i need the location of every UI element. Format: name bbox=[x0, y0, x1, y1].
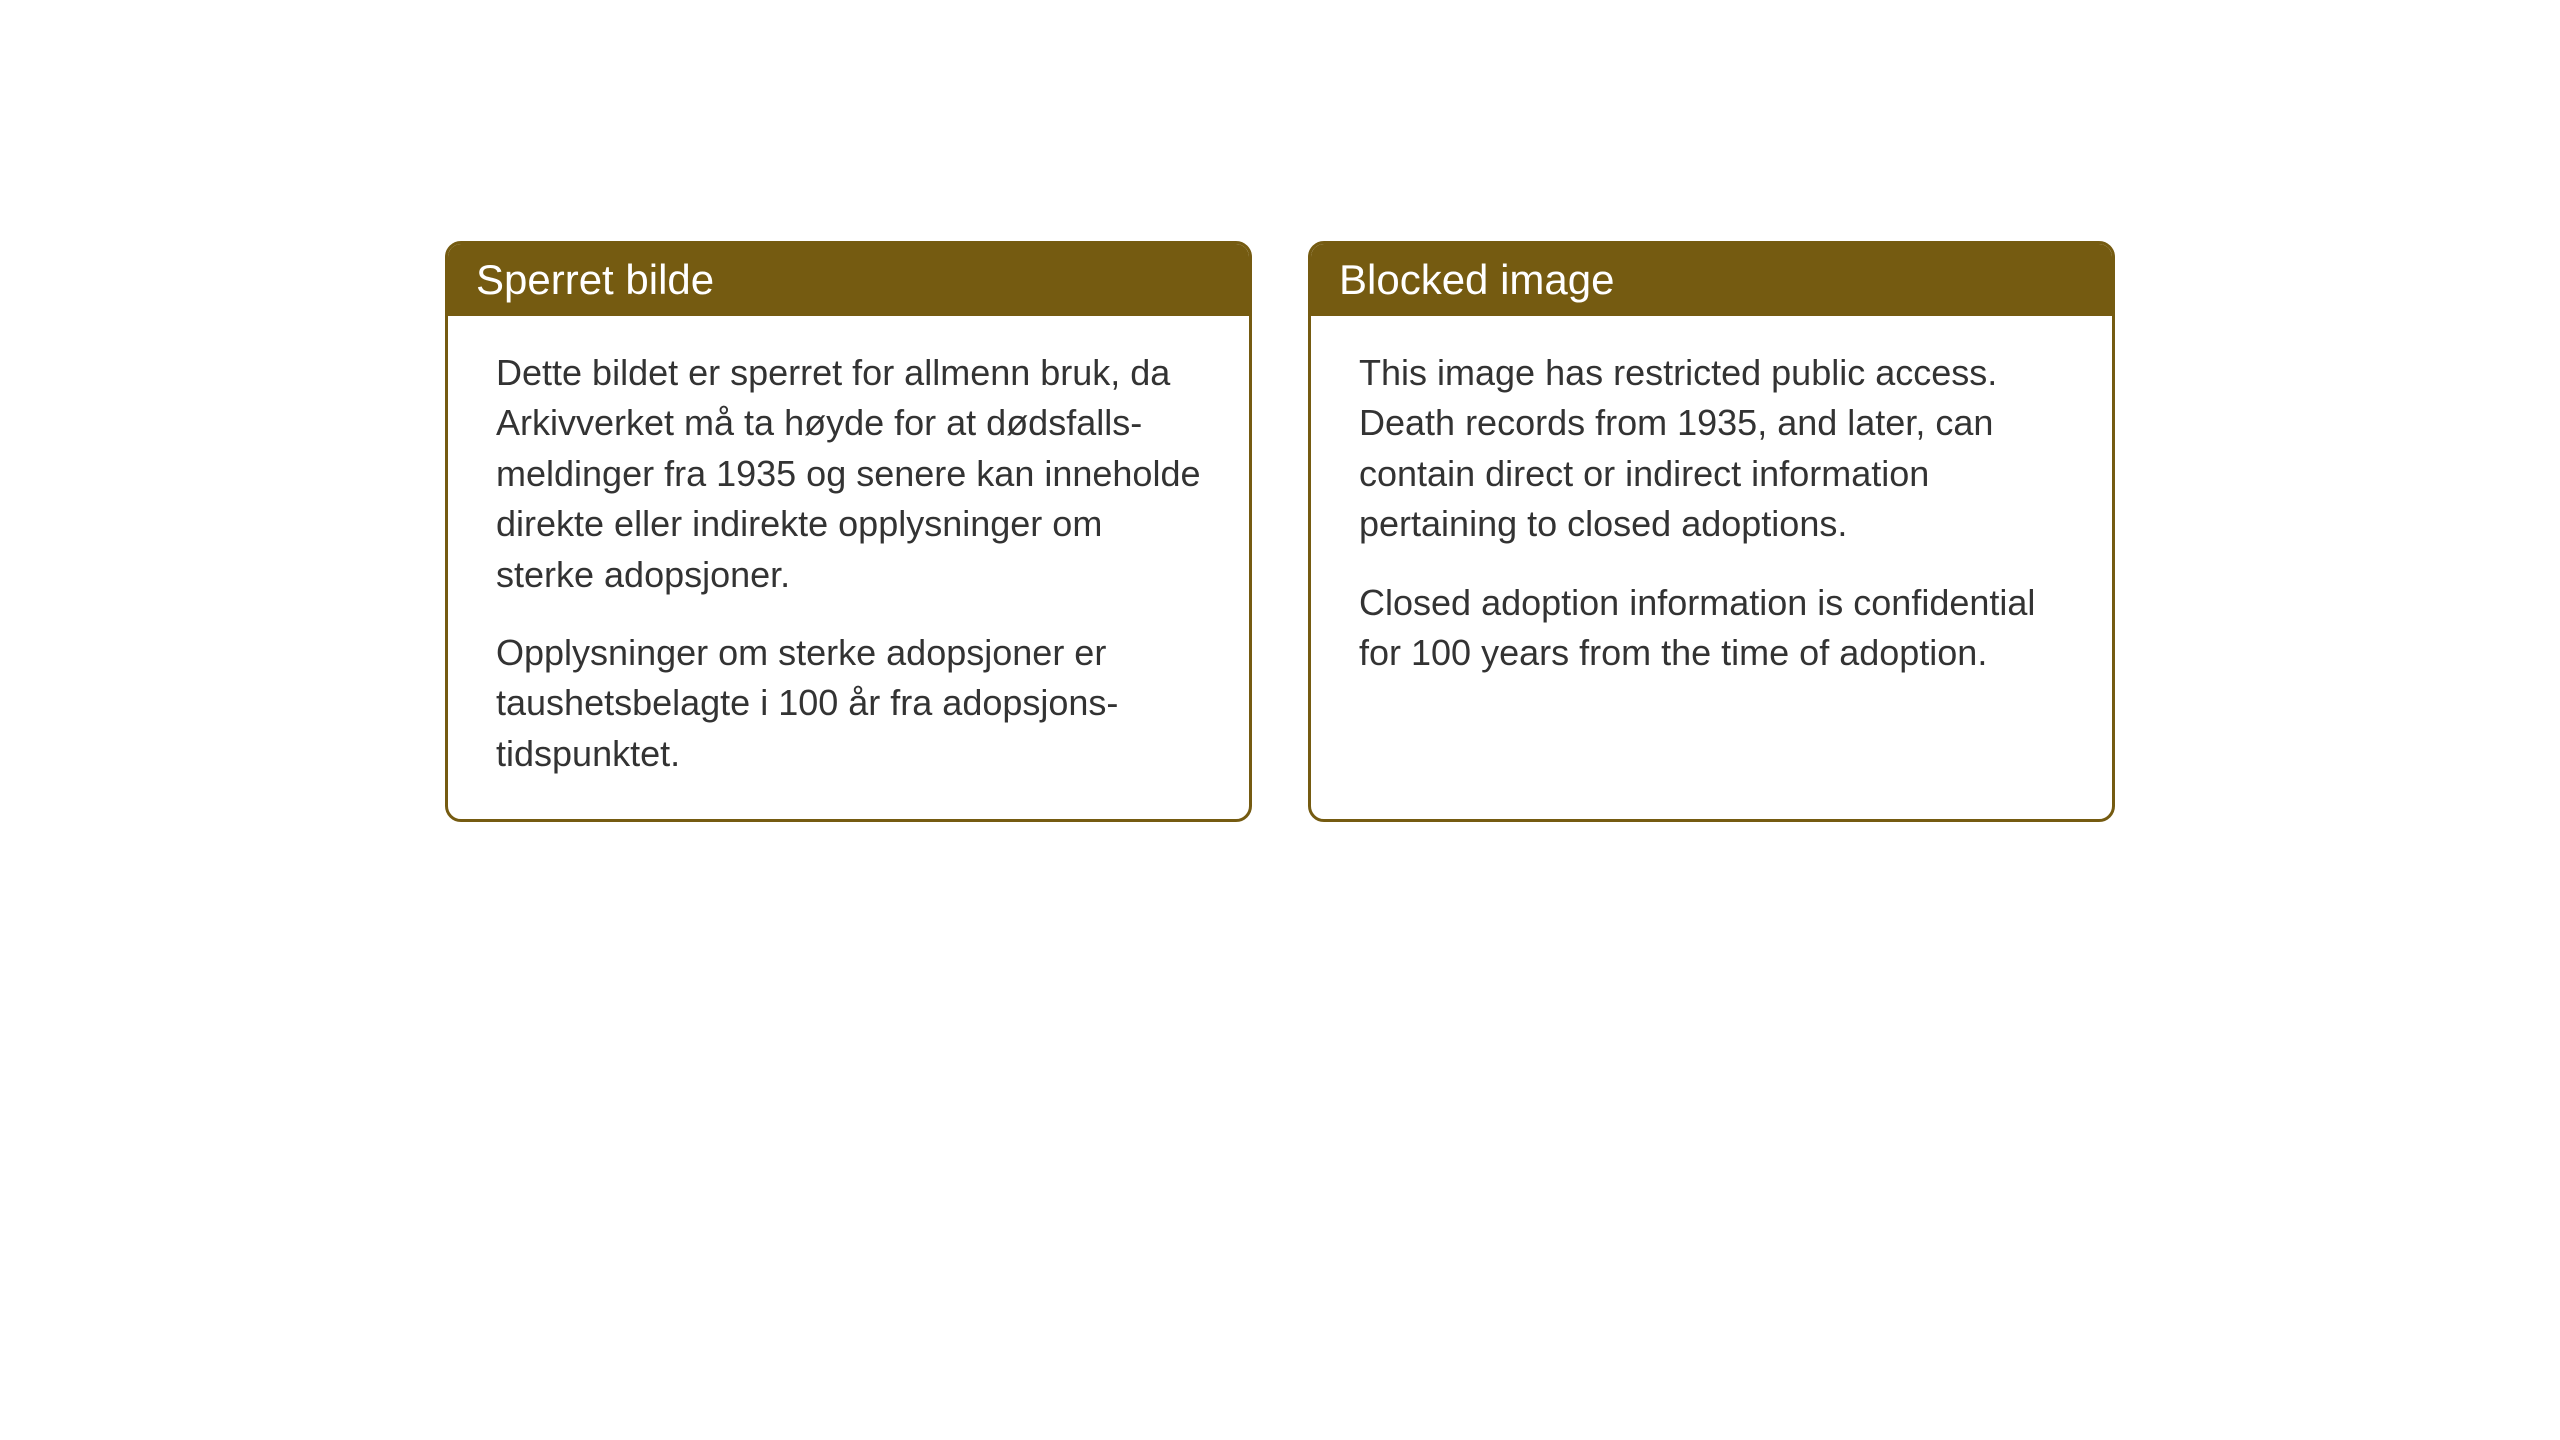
norwegian-paragraph-1: Dette bildet er sperret for allmenn bruk… bbox=[496, 348, 1201, 600]
english-paragraph-1: This image has restricted public access.… bbox=[1359, 348, 2064, 550]
english-card-title: Blocked image bbox=[1311, 244, 2112, 316]
english-card-body: This image has restricted public access.… bbox=[1311, 316, 2112, 718]
norwegian-card-body: Dette bildet er sperret for allmenn bruk… bbox=[448, 316, 1249, 819]
english-notice-card: Blocked image This image has restricted … bbox=[1308, 241, 2115, 822]
notice-container: Sperret bilde Dette bildet er sperret fo… bbox=[445, 241, 2115, 822]
english-paragraph-2: Closed adoption information is confident… bbox=[1359, 578, 2064, 679]
norwegian-card-title: Sperret bilde bbox=[448, 244, 1249, 316]
norwegian-paragraph-2: Opplysninger om sterke adopsjoner er tau… bbox=[496, 628, 1201, 779]
norwegian-notice-card: Sperret bilde Dette bildet er sperret fo… bbox=[445, 241, 1252, 822]
